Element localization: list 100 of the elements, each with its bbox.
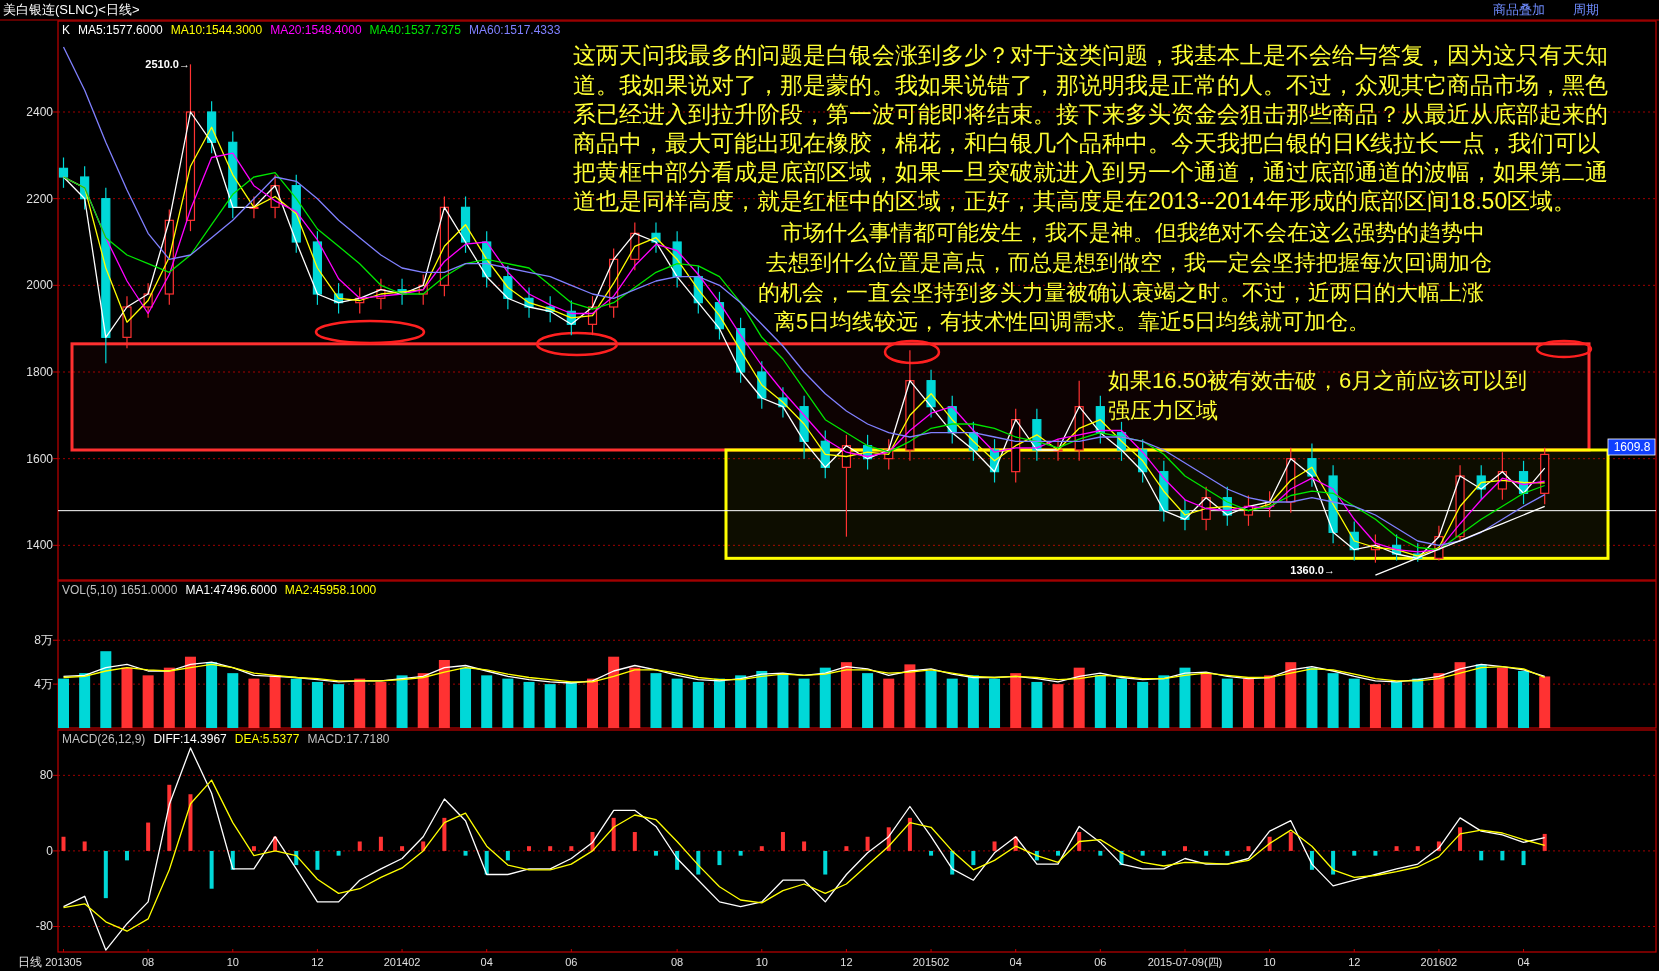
y-tick-label: 80 <box>39 768 54 783</box>
bar <box>61 836 66 851</box>
bar <box>692 681 704 728</box>
bar <box>992 841 997 851</box>
annotation: 系已经进入到拉升阶段，第一波可能即将结束。接下来多头资金会狙击那些商品？从最近从底部起来的 <box>573 101 1608 127</box>
bar <box>883 678 895 728</box>
legend: MA40:1537.7375 <box>369 23 461 37</box>
bar <box>290 678 302 728</box>
bar <box>1479 850 1484 861</box>
bar <box>336 850 341 856</box>
bar <box>671 678 683 728</box>
bar <box>188 794 193 851</box>
annotation: K <box>62 23 70 37</box>
y-tick-label: -80 <box>35 919 54 934</box>
x-tick-label: 04 <box>480 956 493 968</box>
annotation: 道。我如果说对了，那是蒙的。我如果说错了，那说明我是正常的人。不过，众观其它商品市场，黑色 <box>573 72 1608 98</box>
legend: MA1:47496.6000 <box>185 583 277 597</box>
bar <box>1518 670 1530 728</box>
bar <box>103 850 108 899</box>
x-tick-label: 08 <box>142 956 155 968</box>
y-tick-label: 4万 <box>34 677 53 692</box>
bar <box>357 841 362 851</box>
bar <box>1031 681 1043 728</box>
y-tick-label: 1400 <box>26 538 54 553</box>
annotation: 2510.0→ <box>145 58 190 70</box>
bar <box>142 675 154 728</box>
annotation: 这两天问我最多的问题是白银会涨到多少？对于这类问题，我基本上是不会给与答复，因为这只有天知 <box>573 42 1608 68</box>
annotation: 日线 <box>18 955 42 969</box>
bar <box>315 850 320 870</box>
bar <box>1052 684 1064 728</box>
annotation: 离5日均线较远，有技术性回调需求。靠近5日均线就可加仓。 <box>774 309 1371 334</box>
bar <box>569 846 574 851</box>
bar <box>865 836 870 851</box>
title: MACD(26,12,9) <box>62 732 146 746</box>
y-tick-label: 8万 <box>34 633 53 648</box>
bar <box>484 850 489 875</box>
bar <box>1306 667 1318 728</box>
x-tick-label: 10 <box>1263 956 1276 968</box>
bar <box>1056 850 1061 856</box>
bar <box>396 675 408 728</box>
bar <box>460 667 472 728</box>
bar <box>1137 681 1149 728</box>
x-tick-label: 12 <box>840 956 853 968</box>
x-tick-label: 201305 <box>45 956 82 968</box>
bar <box>227 673 239 728</box>
x-tick-label: 12 <box>311 956 324 968</box>
x-tick-label: 2015-07-09(四) <box>1147 956 1223 968</box>
bar <box>79 673 91 728</box>
bar <box>735 675 747 728</box>
bar <box>1204 850 1209 856</box>
y-tick-label: 2400 <box>26 105 54 119</box>
bar <box>333 684 345 728</box>
bar <box>802 841 807 851</box>
bar <box>167 784 172 851</box>
annotation: 去想到什么位置是高点，而总是想到做空，我一定会坚持把握每次回调加仓 <box>766 250 1492 275</box>
bar <box>206 662 218 728</box>
bar <box>163 667 175 728</box>
bar <box>1242 678 1254 728</box>
bar <box>1098 850 1103 856</box>
bar <box>1496 667 1508 728</box>
bar <box>629 667 641 728</box>
bar <box>1158 675 1170 728</box>
legend: MA2:45958.1000 <box>284 583 377 597</box>
bar <box>505 850 510 861</box>
bar <box>481 675 493 728</box>
bar <box>1521 850 1526 866</box>
x-tick-label: 06 <box>1094 956 1107 968</box>
bar <box>904 664 916 728</box>
bar <box>971 850 976 866</box>
annotation: 强压力区域 <box>1108 398 1218 423</box>
bar <box>1288 832 1293 851</box>
bar <box>844 846 849 851</box>
bar <box>1116 678 1127 728</box>
bar <box>1327 673 1339 728</box>
y-tick-label: 0 <box>46 843 54 858</box>
bar <box>925 670 937 728</box>
bar <box>717 850 722 866</box>
x-tick-label: 04 <box>1009 956 1022 968</box>
bar <box>798 678 810 728</box>
bar <box>823 850 828 875</box>
y-tick-label: 1600 <box>26 451 54 466</box>
bar <box>311 681 323 728</box>
y-tick-label: 2200 <box>26 191 54 206</box>
bar <box>1264 675 1276 728</box>
bar <box>463 850 468 856</box>
bar <box>1542 833 1547 851</box>
bar <box>929 850 934 856</box>
bar <box>442 817 447 851</box>
bar <box>1161 850 1166 856</box>
bar <box>146 822 151 851</box>
bar <box>989 678 1001 728</box>
x-tick-label: 201502 <box>912 956 950 968</box>
legend: MA10:1544.3000 <box>170 23 263 37</box>
bar <box>819 667 831 728</box>
bar <box>1331 850 1336 875</box>
bar <box>1073 667 1085 728</box>
annotation: 把黄框中部分看成是底部区域，如果一旦突破就进入到另一个通道，通过底部通道的波幅，如果第二通 <box>573 159 1608 185</box>
legend: DIFF:14.3967 <box>153 732 227 746</box>
x-tick-label: 201602 <box>1420 956 1458 968</box>
bar <box>1225 850 1230 856</box>
